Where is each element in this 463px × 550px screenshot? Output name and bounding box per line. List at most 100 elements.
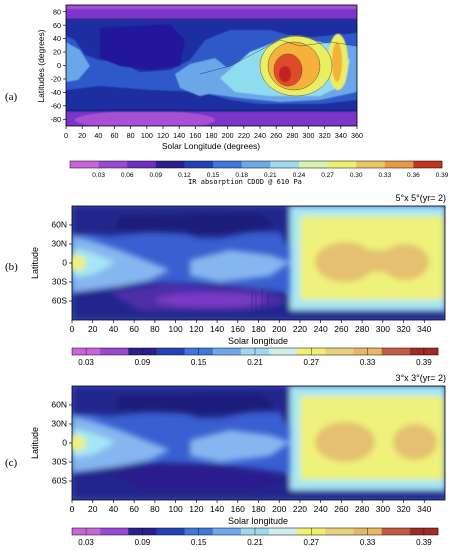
panel-c-xlabel: Solar longitude [228, 516, 288, 526]
colorbar-swatch [327, 161, 357, 168]
panel-a-ylabel: Latitudes (degrees) [36, 29, 46, 102]
y-tick-label: -60 [51, 101, 61, 110]
x-tick-label: 160 [231, 504, 245, 514]
panel-a: (a) Latitudes (degrees) [5, 4, 449, 186]
colorbar-tick-label: 0.39 [436, 172, 449, 179]
colorbar-swatch [213, 161, 242, 168]
x-tick-label: 220 [293, 324, 307, 334]
panel-c-field [72, 386, 445, 500]
x-tick-label: 340 [335, 131, 347, 140]
colorbar-swatch [241, 161, 271, 168]
panel-b-colorbar: 0.03 0.09 0.15 0.21 0.27 0.33 0.39 [71, 347, 439, 367]
y-tick-label: 0 [62, 438, 67, 448]
x-tick-label: 0 [64, 131, 68, 140]
panel-b-xlabel: Solar longitude [228, 336, 288, 346]
colorbar-swatch [156, 348, 185, 355]
colorbar-swatch [413, 161, 443, 168]
colorbar-tick-label: 0.21 [247, 358, 263, 367]
x-tick-label: 340 [417, 324, 431, 334]
colorbar-swatch [100, 528, 129, 535]
x-tick-label: 160 [189, 131, 201, 140]
x-tick-label: 140 [173, 131, 185, 140]
x-tick-label: 200 [222, 131, 234, 140]
x-tick-label: 40 [94, 131, 102, 140]
x-tick-label: 0 [70, 324, 75, 334]
colorbar-tick-label: 0.06 [121, 172, 134, 179]
x-tick-label: 180 [251, 324, 265, 334]
y-tick-label: -20 [51, 75, 61, 84]
x-tick-label: 180 [251, 504, 265, 514]
x-tick-label: 60 [129, 324, 139, 334]
x-tick-label: 220 [238, 131, 250, 140]
x-tick-label: 180 [206, 131, 218, 140]
x-tick-label: 160 [231, 324, 245, 334]
x-tick-label: 300 [376, 324, 390, 334]
colorbar-swatch [356, 161, 386, 168]
colorbar-swatch [212, 528, 242, 535]
colorbar-tick-label: 0.03 [92, 172, 105, 179]
x-tick-label: 300 [303, 131, 315, 140]
x-tick-label: 320 [319, 131, 331, 140]
panel-b-yticks: 60N 30N 0 30S 60S [51, 220, 72, 306]
y-tick-label: -80 [51, 115, 61, 124]
colorbar-tick-label: 0.15 [191, 358, 207, 367]
panel-c-title: 3°x 3°(yr= 2) [396, 373, 446, 383]
y-tick-label: 0 [57, 61, 61, 70]
colorbar-swatch [156, 528, 185, 535]
x-tick-label: 200 [272, 324, 286, 334]
y-tick-label: 30S [52, 457, 67, 467]
panel-c-ylabel: Latitude [30, 427, 40, 459]
colorbar-swatch [212, 348, 242, 355]
y-tick-label: 30N [51, 419, 67, 429]
panel-a-colorbar: 0.03 0.06 0.09 0.12 0.15 0.18 0.21 0.24 0.27 0.30… [69, 160, 449, 186]
x-tick-label: 120 [189, 504, 203, 514]
x-tick-label: 200 [272, 504, 286, 514]
panel-a-field [66, 5, 357, 126]
x-tick-label: 260 [334, 504, 348, 514]
x-tick-label: 320 [396, 504, 410, 514]
panel-b-label: (b) [5, 261, 18, 273]
colorbar-swatch [127, 161, 157, 168]
colorbar-tick-label: 0.33 [360, 538, 376, 547]
colorbar-swatch [298, 161, 328, 168]
colorbar-swatch [325, 528, 354, 535]
colorbar-swatch [70, 161, 99, 168]
x-tick-label: 240 [314, 324, 328, 334]
x-tick-label: 260 [270, 131, 282, 140]
y-tick-label: -40 [51, 88, 61, 97]
y-tick-label: 30S [52, 277, 67, 287]
y-tick-label: 60N [51, 400, 67, 410]
panel-b-ylabel: Latitude [30, 247, 40, 279]
colorbar-tick-label: 0.33 [378, 172, 391, 179]
x-tick-label: 20 [88, 504, 98, 514]
panel-c: (c) 3°x 3°(yr= 2) Latitude 60N 30N 0 30S 60S [5, 373, 446, 547]
colorbar-swatch [325, 348, 354, 355]
colorbar-tick-label: 0.33 [360, 358, 376, 367]
x-tick-label: 100 [169, 324, 183, 334]
y-tick-label: 0 [62, 258, 67, 268]
x-tick-label: 100 [141, 131, 153, 140]
colorbar-tick-label: 0.36 [407, 172, 420, 179]
colorbar-swatch [100, 348, 129, 355]
colorbar-swatch [98, 161, 128, 168]
y-tick-label: 60 [53, 21, 61, 30]
panel-a-xlabel: Solar Longitude (degrees) [162, 141, 260, 151]
colorbar-tick-label: 0.27 [321, 172, 334, 179]
x-tick-label: 280 [355, 504, 369, 514]
colorbar-tick-label: 0.27 [304, 358, 320, 367]
y-tick-label: 80 [53, 7, 61, 16]
x-tick-label: 300 [376, 504, 390, 514]
colorbar-swatch [269, 348, 298, 355]
x-tick-label: 280 [355, 324, 369, 334]
colorbar-tick-label: 0.03 [78, 358, 94, 367]
x-tick-label: 320 [396, 324, 410, 334]
colorbar-swatch [270, 161, 300, 168]
x-tick-label: 220 [293, 504, 307, 514]
x-tick-label: 80 [150, 324, 160, 334]
colorbar-tick-label: 0.15 [207, 172, 220, 179]
x-tick-label: 40 [109, 504, 119, 514]
colorbar-tick-label: 0.12 [178, 172, 191, 179]
x-tick-label: 20 [78, 131, 86, 140]
colorbar-tick-label: 0.27 [304, 538, 320, 547]
